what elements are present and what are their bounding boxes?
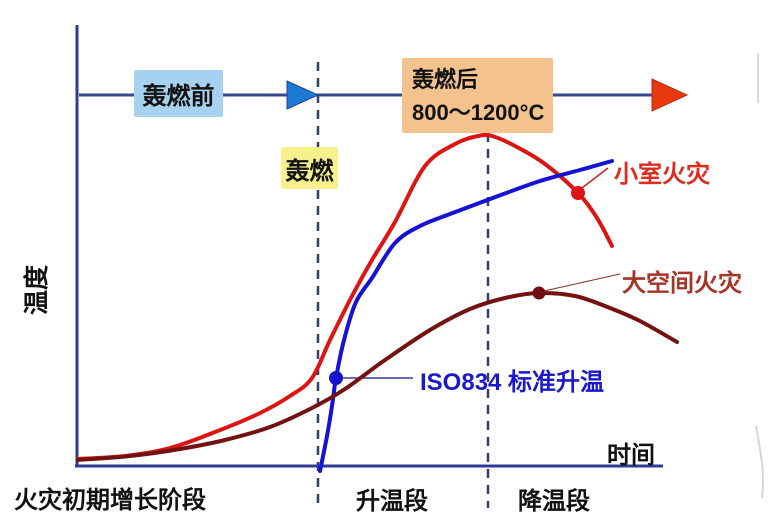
guides-layer (316, 62, 490, 508)
static-layer (75, 25, 765, 499)
marker-large-space (532, 286, 546, 300)
post-flashover-temp-range: 800～1200°C (412, 99, 545, 125)
phase-heating-label: 升温段 (356, 488, 428, 515)
phase-cooling-label: 降温段 (518, 488, 590, 515)
x-axis-label: 时间 (607, 442, 655, 469)
post-flashover-box: 轰燃后 800～1200°C (402, 58, 553, 133)
marker-small-room (571, 186, 585, 200)
curve-large-space-fire (76, 290, 679, 462)
curves-layer (76, 132, 679, 473)
small-room-fire-label: 小室火灾 (614, 161, 710, 188)
large-space-fire-label: 大空间火灾 (622, 270, 742, 297)
y-axis-label: 温度 (23, 265, 51, 316)
curve-iso834-standard (318, 159, 614, 473)
post-flashover-label: 轰燃后 (412, 66, 479, 92)
post-flashover-arrowhead-icon (651, 78, 689, 112)
pre-flashover-label: 轰燃前 (142, 83, 215, 110)
leader-small-room (577, 167, 609, 192)
leader-large-space (543, 273, 621, 292)
phase-initial-growth-label: 火灾初期增长阶段 (14, 487, 206, 514)
iso834-label: ISO834 标准升温 (420, 369, 605, 396)
flashover-label: 轰燃 (285, 157, 334, 185)
pre-flashover-box: 轰燃前 (134, 70, 223, 117)
scan-artifact-bottom (755, 425, 765, 499)
curve-small-room-fire (76, 132, 614, 461)
flashover-arrowhead-icon (286, 80, 320, 110)
flashover-box: 轰燃 (281, 147, 338, 189)
marker-iso834 (329, 371, 343, 385)
